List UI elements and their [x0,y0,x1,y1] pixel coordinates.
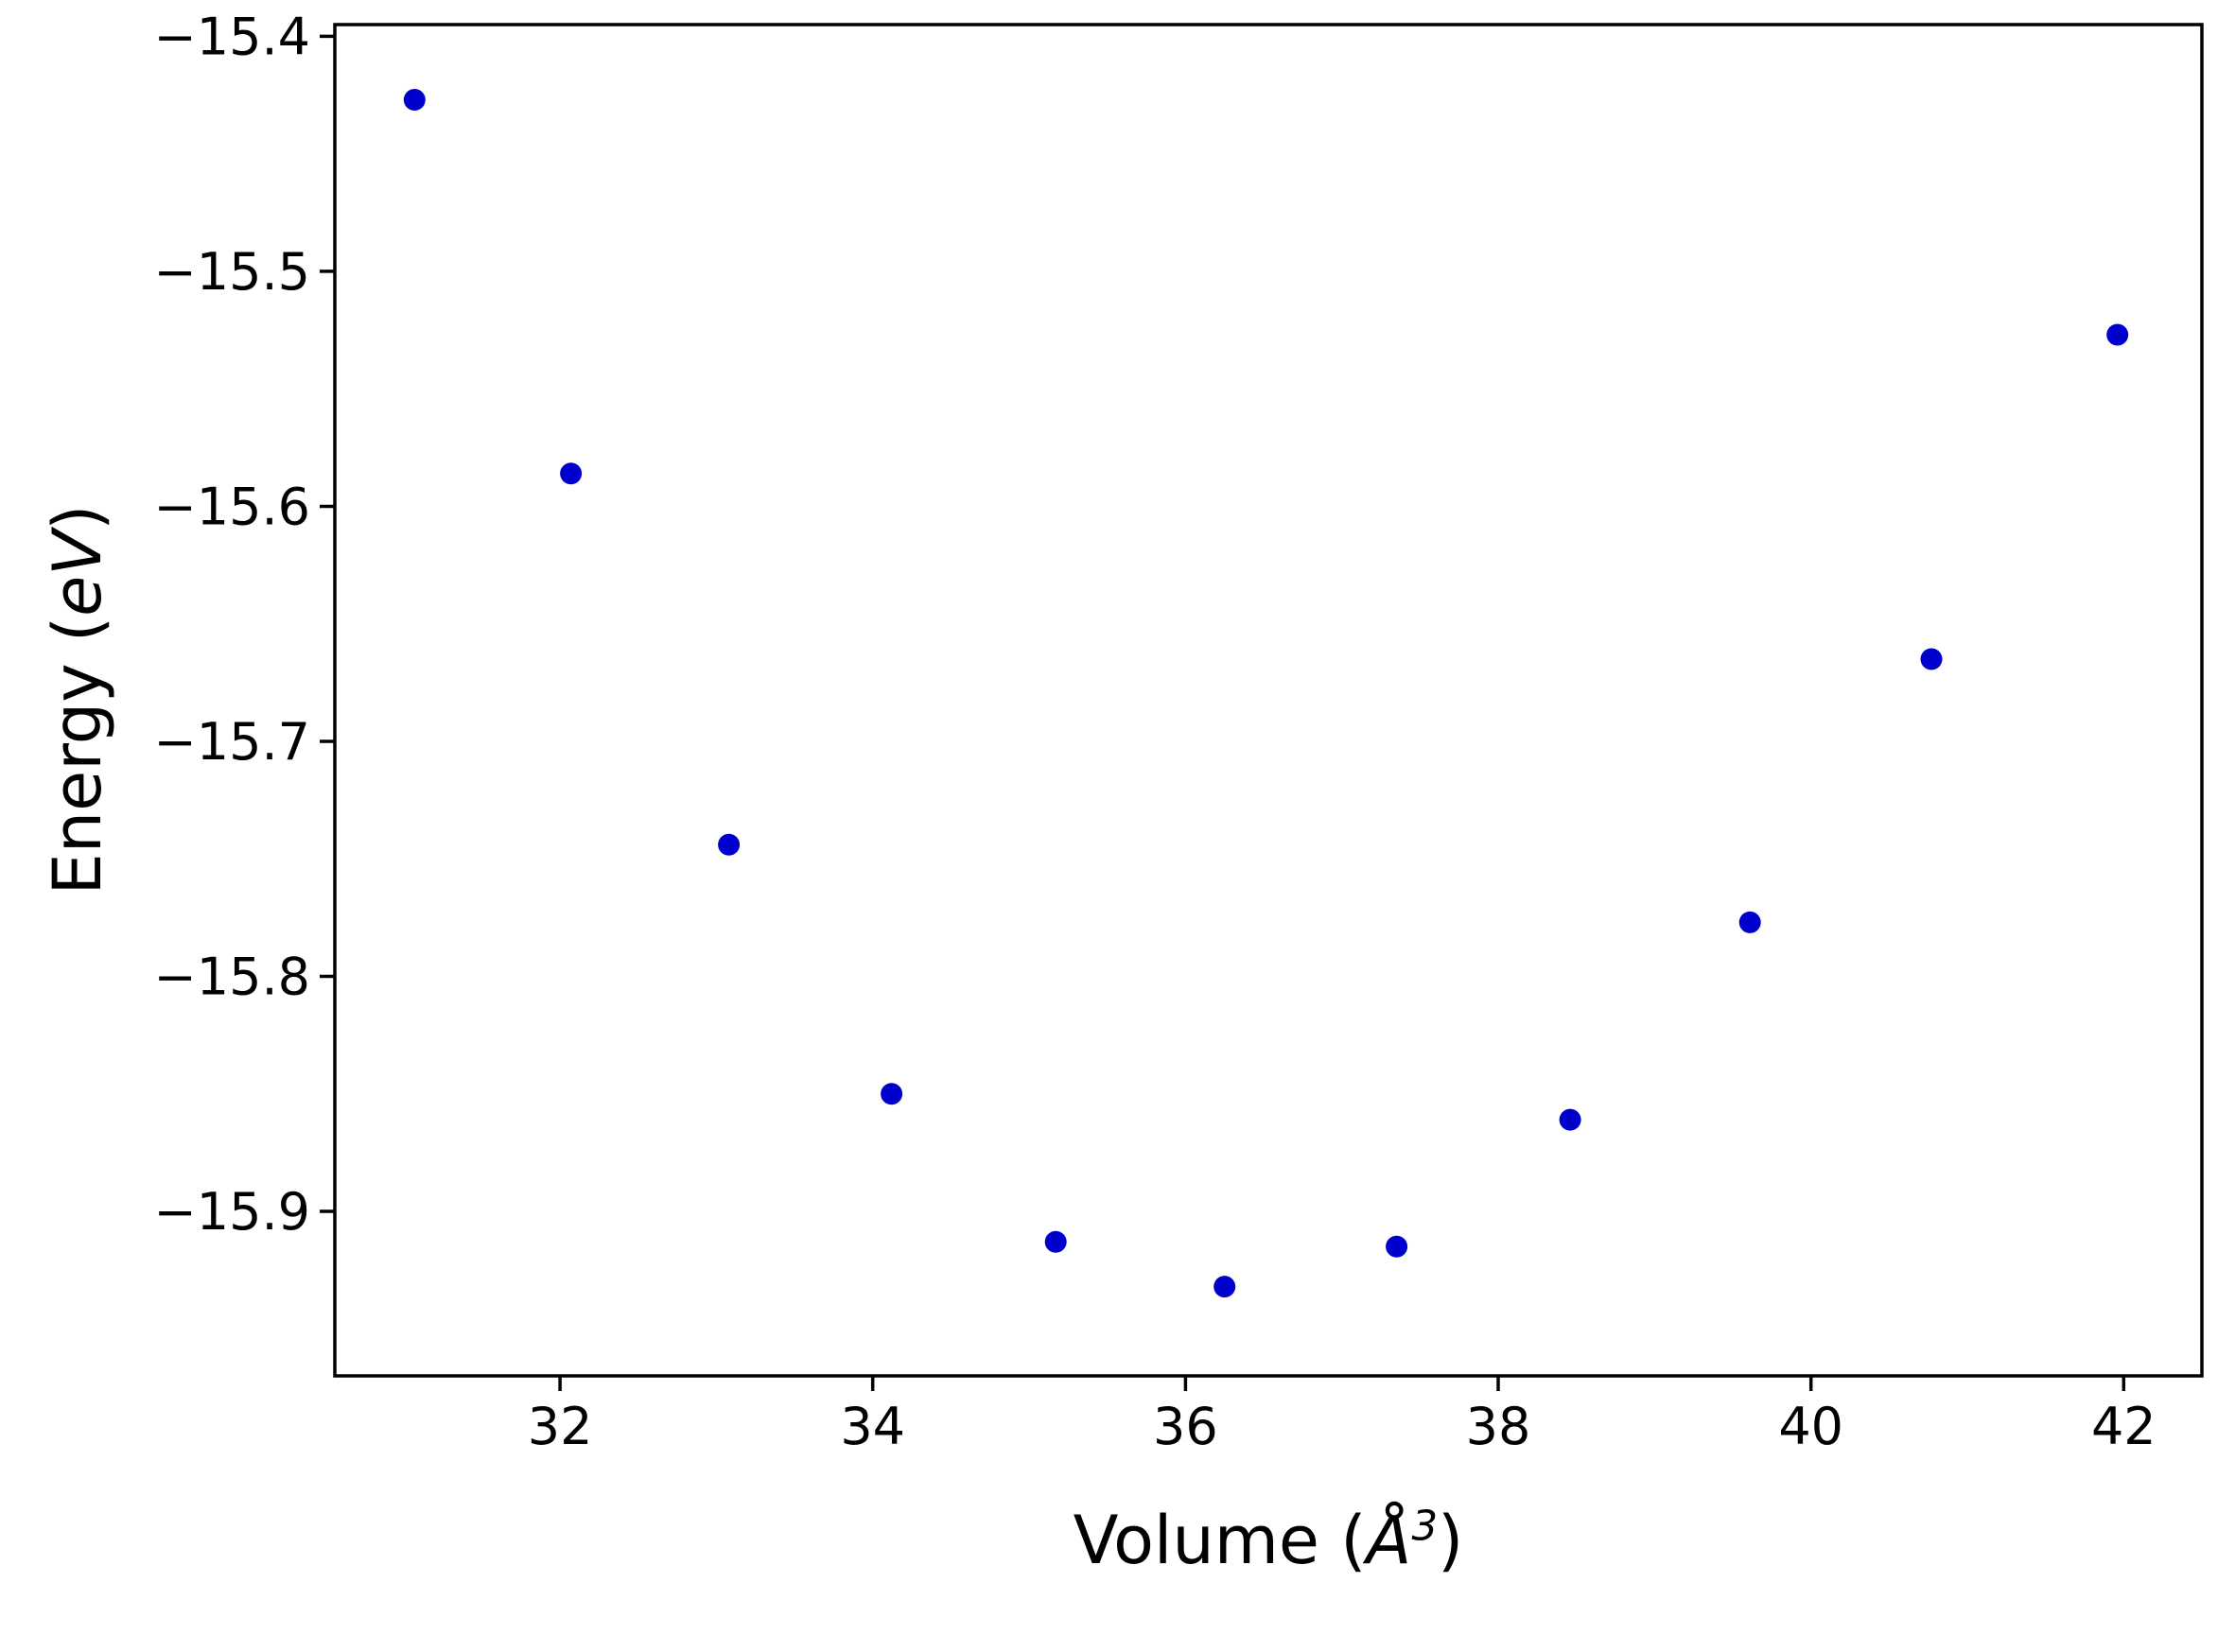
y-tick-label: −15.4 [154,7,310,66]
data-point [1386,1235,1408,1258]
x-axis-label-text: Volume ( [1073,1502,1367,1579]
data-point [1920,648,1943,670]
y-axis-label-close: ) [39,504,116,530]
y-tick-label: −15.9 [154,1182,310,1242]
y-tick-label: −15.8 [154,948,310,1007]
x-tick-label: 40 [1778,1397,1843,1456]
x-tick-label: 42 [2091,1397,2156,1456]
x-axis-unit: Å [1366,1502,1412,1579]
data-point [560,462,583,485]
y-tick-label: −15.7 [154,712,310,772]
x-tick-label: 32 [528,1397,593,1456]
y-tick-label: −15.5 [154,242,310,302]
x-tick-label: 34 [840,1397,905,1456]
data-point [1559,1108,1581,1131]
data-point [718,833,741,856]
data-point [881,1083,903,1105]
data-point [403,89,426,111]
data-point [1044,1230,1067,1253]
x-tick-label: 36 [1153,1397,1218,1456]
x-axis-label: Volume (Å3) [335,1502,2202,1579]
x-axis-unit-exponent: 3 [1411,1503,1439,1551]
y-axis-label-text: Energy ( [39,616,116,896]
y-axis-unit: eV [39,530,116,617]
data-point [1214,1276,1236,1298]
data-point [1738,911,1761,933]
y-tick-label: −15.6 [154,478,310,537]
x-tick-label: 38 [1466,1397,1531,1456]
plot-frame [333,23,2204,1378]
y-axis-label: Energy (eV) [39,505,116,896]
x-axis-label-close: ) [1438,1502,1464,1579]
data-point [2106,323,2129,346]
